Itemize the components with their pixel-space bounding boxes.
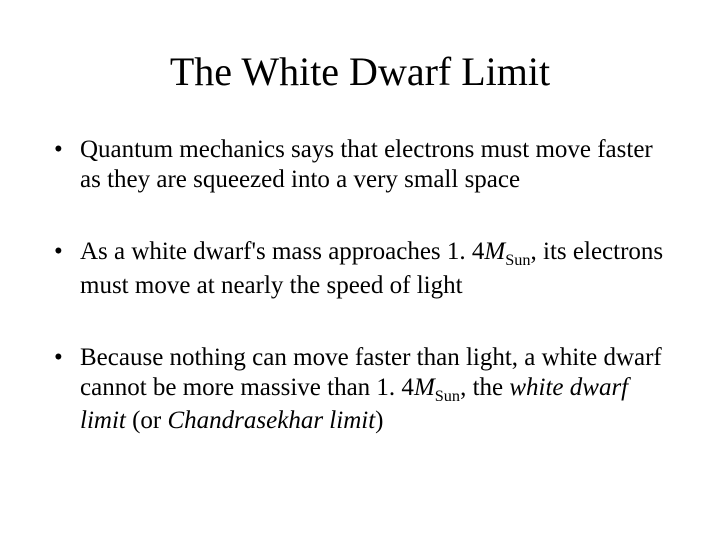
mass-symbol: M bbox=[484, 238, 505, 265]
mass-symbol: M bbox=[414, 374, 435, 401]
slide-title: The White Dwarf Limit bbox=[50, 48, 670, 95]
mass-subscript: Sun bbox=[505, 251, 530, 269]
bullet-text-close: ) bbox=[375, 407, 383, 434]
bullet-text-mid: , the bbox=[460, 374, 509, 401]
bullet-text-or: (or bbox=[126, 407, 168, 434]
bullet-list: Quantum mechanics says that electrons mu… bbox=[50, 135, 670, 436]
bullet-text: Quantum mechanics says that electrons mu… bbox=[80, 136, 653, 193]
bullet-item: As a white dwarf's mass approaches 1. 4M… bbox=[50, 237, 670, 301]
bullet-item: Quantum mechanics says that electrons mu… bbox=[50, 135, 670, 195]
bullet-text-pre: As a white dwarf's mass approaches 1. 4 bbox=[80, 238, 484, 265]
mass-subscript: Sun bbox=[435, 387, 460, 405]
bullet-item: Because nothing can move faster than lig… bbox=[50, 343, 670, 437]
term-chandrasekhar-limit: Chandrasekhar limit bbox=[168, 407, 376, 434]
slide: The White Dwarf Limit Quantum mechanics … bbox=[0, 0, 720, 540]
